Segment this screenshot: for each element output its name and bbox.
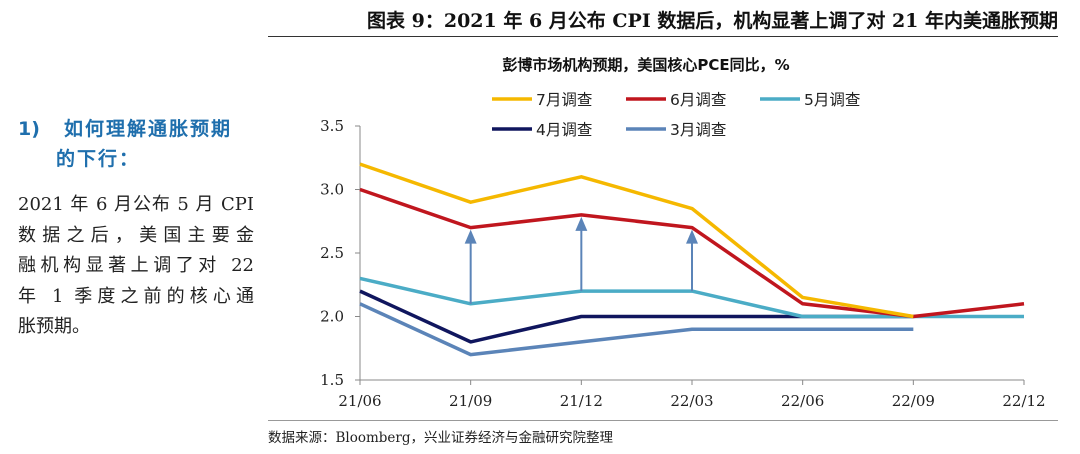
series-line bbox=[359, 302, 914, 357]
side-body-line: 2021 年 6 月公布 5 月 CPI bbox=[18, 194, 254, 215]
y-tick-label: 1.5 bbox=[320, 371, 344, 389]
x-tick-label: 21/09 bbox=[449, 392, 492, 410]
arrow-head bbox=[464, 229, 477, 244]
arrow-head bbox=[686, 229, 698, 244]
source-note: 数据来源：Bloomberg，兴业证券经济与金融研究院整理 bbox=[268, 430, 614, 446]
x-tick-label: 21/12 bbox=[560, 392, 603, 410]
y-tick-label: 2.0 bbox=[320, 308, 344, 326]
x-tick-label: 22/12 bbox=[1002, 392, 1045, 410]
chart-title: 彭博市场机构预期，美国核心PCE同比，% bbox=[502, 56, 789, 74]
title-rule bbox=[268, 36, 1058, 37]
x-tick-label: 22/09 bbox=[892, 392, 935, 410]
side-heading-number: 1) bbox=[18, 118, 40, 140]
y-tick-label: 3.0 bbox=[320, 181, 344, 199]
chart-arrows bbox=[464, 216, 698, 304]
x-tick-label: 22/03 bbox=[670, 392, 713, 410]
x-tick-label: 21/06 bbox=[338, 392, 381, 410]
legend-label: 5月调查 bbox=[804, 91, 860, 109]
side-heading-line1: 如何理解通胀预期 bbox=[64, 118, 233, 140]
side-body-line: 胀预期。 bbox=[18, 316, 90, 337]
legend-label: 3月调查 bbox=[670, 121, 726, 139]
y-tick-label: 3.5 bbox=[320, 117, 344, 135]
side-body: 2021 年 6 月公布 5 月 CPI 数据之后，美国主要金 融机构显著上调了… bbox=[18, 190, 254, 343]
legend-label: 4月调查 bbox=[536, 121, 592, 139]
side-body-line: 数据之后，美国主要金 bbox=[18, 224, 254, 246]
arrow-head bbox=[575, 216, 588, 231]
legend-label: 7月调查 bbox=[536, 91, 592, 109]
chart-legend: 7月调查 6月调查 5月调查 4月调查 3月调查 bbox=[492, 91, 860, 139]
legend-label: 6月调查 bbox=[670, 91, 726, 109]
side-body-line: 年 1 季度之前的核心通 bbox=[18, 285, 254, 307]
figure-title: 图表 9：2021 年 6 月公布 CPI 数据后，机构显著上调了对 21 年内… bbox=[367, 10, 1058, 32]
source-rule bbox=[268, 420, 1058, 421]
side-heading: 1) 如何理解通胀预期 的下行： bbox=[18, 114, 254, 174]
series-line bbox=[359, 162, 914, 319]
side-heading-line2: 的下行： bbox=[56, 148, 141, 170]
side-body-line: 融机构显著上调了对 22 bbox=[18, 255, 254, 276]
y-tick-label: 2.5 bbox=[320, 244, 344, 262]
chart-axes: 1.5 2.0 2.5 3.0 3.5 21/06 21/09 21/12 22/03 22/06… bbox=[320, 117, 1045, 410]
x-tick-label: 22/06 bbox=[781, 392, 824, 410]
